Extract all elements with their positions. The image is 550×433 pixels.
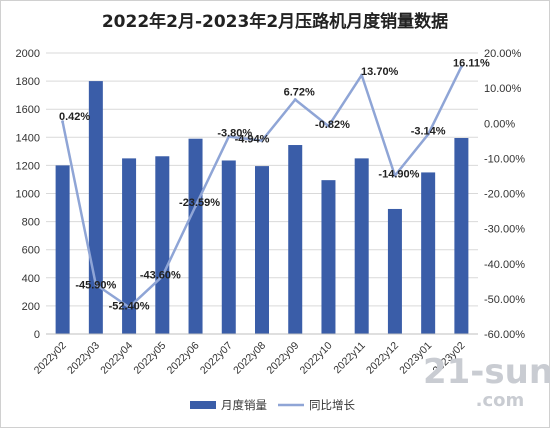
bar — [421, 172, 436, 334]
line-data-label: -3.80% — [217, 128, 252, 140]
bar — [221, 160, 236, 334]
right-tick-label: -30.00% — [484, 224, 525, 236]
line-data-label: 13.70% — [361, 66, 399, 78]
watermark-text: 21-sun — [423, 352, 550, 392]
bar — [122, 158, 137, 334]
line-data-label: -43.60% — [140, 269, 181, 281]
bar — [454, 138, 469, 334]
right-tick-label: -40.00% — [484, 259, 525, 271]
left-tick-label: 800 — [22, 217, 40, 229]
data-labels: 0.42%-45.90%-52.40%-43.60%-23.59%-3.80%-… — [59, 58, 490, 313]
line-point — [61, 120, 65, 124]
right-tick-label: -60.00% — [484, 329, 525, 341]
line-data-label: -23.59% — [179, 197, 220, 209]
line-data-label: -14.90% — [378, 169, 419, 181]
bar — [188, 138, 203, 334]
bar — [321, 180, 336, 334]
line-data-label: 6.72% — [284, 87, 315, 99]
bar — [288, 145, 303, 334]
right-axis: -60.00% -50.00% -40.00% -30.00% -20.00% -10.0… — [484, 48, 525, 341]
bar — [354, 158, 369, 334]
legend-label-bars: 月度销量 — [221, 398, 267, 412]
line-series — [61, 65, 463, 309]
left-tick-label: 1400 — [16, 132, 40, 144]
right-tick-label: 10.00% — [484, 83, 522, 95]
line-data-label: -45.90% — [75, 279, 116, 291]
left-axis: 0 200 400 600 800 1000 1200 1400 1600 1800 2000 — [16, 48, 40, 341]
line-data-label: 0.42% — [59, 111, 90, 123]
legend-swatch-bars — [190, 401, 216, 409]
line-point — [260, 139, 264, 143]
watermark-logo: 21-sun .com — [423, 352, 550, 411]
line-data-label: -0.82% — [315, 119, 350, 131]
bar — [55, 165, 70, 334]
line-point — [426, 132, 430, 136]
right-tick-label: 20.00% — [484, 48, 522, 60]
line-point — [360, 73, 364, 77]
bar-series — [55, 81, 469, 334]
line-data-label: -4.94% — [235, 134, 270, 146]
left-tick-label: 0 — [34, 329, 40, 341]
right-tick-label: -10.00% — [484, 153, 525, 165]
line-data-label: 16.11% — [453, 58, 490, 70]
line-point — [127, 305, 131, 309]
chart-title: 2022年2月-2023年2月压路机月度销量数据 — [102, 11, 448, 32]
left-tick-label: 200 — [22, 301, 40, 313]
left-tick-label: 600 — [22, 245, 40, 257]
line-point — [94, 282, 98, 286]
left-tick-label: 1600 — [16, 104, 40, 116]
line-point — [393, 174, 397, 178]
line-point — [194, 204, 198, 208]
watermark-subtext: .com — [476, 390, 525, 411]
line-point — [326, 124, 330, 128]
left-tick-label: 400 — [22, 273, 40, 285]
right-tick-label: -20.00% — [484, 189, 525, 201]
line-point — [293, 98, 297, 102]
bar — [387, 208, 402, 334]
line-data-label: -52.40% — [109, 300, 150, 312]
right-tick-label: 0.00% — [484, 118, 515, 130]
line-point — [160, 274, 164, 278]
bar — [88, 81, 103, 334]
bar — [255, 166, 269, 334]
right-tick-label: -50.00% — [484, 294, 525, 306]
line-data-label: -3.14% — [411, 125, 446, 137]
line-point — [227, 135, 231, 139]
left-tick-label: 1200 — [16, 160, 40, 172]
legend-label-line: 同比增长 — [309, 398, 355, 412]
left-tick-label: 2000 — [16, 48, 40, 60]
left-tick-label: 1800 — [16, 76, 40, 88]
left-tick-label: 1000 — [16, 189, 40, 201]
line-point — [459, 65, 463, 69]
bar — [155, 156, 170, 334]
legend: 月度销量 同比增长 — [190, 398, 355, 412]
